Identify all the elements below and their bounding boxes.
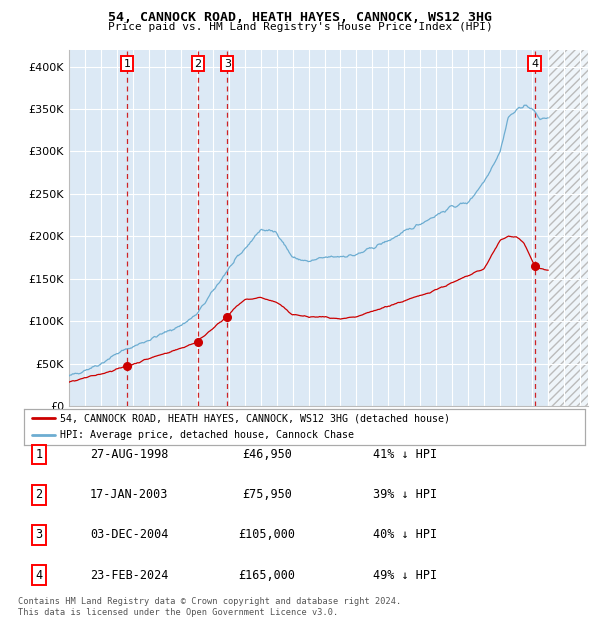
Text: 2: 2 — [35, 488, 43, 501]
Text: £105,000: £105,000 — [239, 528, 296, 541]
Text: 03-DEC-2004: 03-DEC-2004 — [90, 528, 168, 541]
Bar — [548, 50, 588, 406]
Text: HPI: Average price, detached house, Cannock Chase: HPI: Average price, detached house, Cann… — [61, 430, 355, 440]
Text: £46,950: £46,950 — [242, 448, 292, 461]
Text: 27-AUG-1998: 27-AUG-1998 — [90, 448, 168, 461]
Text: 23-FEB-2024: 23-FEB-2024 — [90, 569, 168, 582]
Text: 1: 1 — [35, 448, 43, 461]
Bar — [548, 50, 588, 406]
Text: 49% ↓ HPI: 49% ↓ HPI — [373, 569, 437, 582]
Text: £165,000: £165,000 — [239, 569, 296, 582]
Text: 3: 3 — [35, 528, 43, 541]
Text: 4: 4 — [35, 569, 43, 582]
Text: 54, CANNOCK ROAD, HEATH HAYES, CANNOCK, WS12 3HG (detached house): 54, CANNOCK ROAD, HEATH HAYES, CANNOCK, … — [61, 414, 451, 423]
Text: 3: 3 — [224, 58, 231, 69]
Text: Price paid vs. HM Land Registry's House Price Index (HPI): Price paid vs. HM Land Registry's House … — [107, 22, 493, 32]
Text: 54, CANNOCK ROAD, HEATH HAYES, CANNOCK, WS12 3HG: 54, CANNOCK ROAD, HEATH HAYES, CANNOCK, … — [108, 11, 492, 24]
Text: 40% ↓ HPI: 40% ↓ HPI — [373, 528, 437, 541]
Text: £75,950: £75,950 — [242, 488, 292, 501]
Text: Contains HM Land Registry data © Crown copyright and database right 2024.
This d: Contains HM Land Registry data © Crown c… — [18, 598, 401, 617]
Text: 1: 1 — [124, 58, 131, 69]
Text: 4: 4 — [531, 58, 538, 69]
Text: 17-JAN-2003: 17-JAN-2003 — [90, 488, 168, 501]
Text: 2: 2 — [194, 58, 201, 69]
Text: 39% ↓ HPI: 39% ↓ HPI — [373, 488, 437, 501]
Text: 41% ↓ HPI: 41% ↓ HPI — [373, 448, 437, 461]
